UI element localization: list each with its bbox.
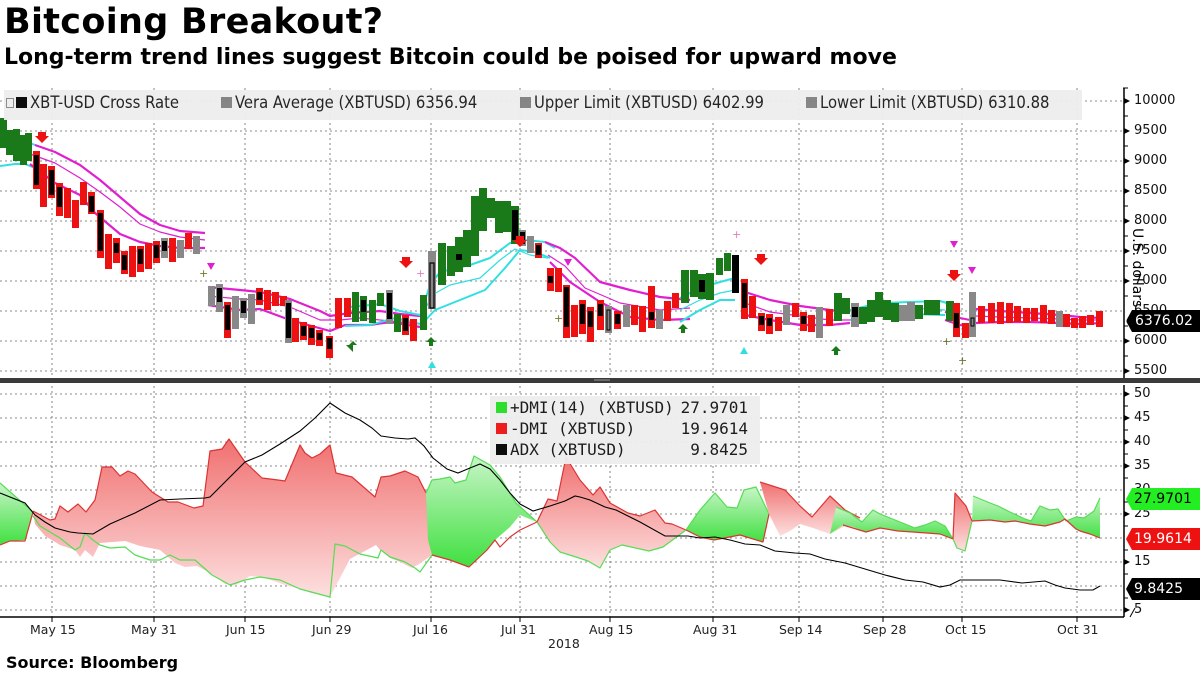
svg-text:+: + [732, 228, 741, 241]
right-axes [0, 87, 1128, 618]
svg-text:+: + [554, 312, 563, 325]
minus-dmi-tag: 19.9614 [1126, 528, 1200, 550]
svg-text:+: + [942, 335, 951, 348]
chart-subtitle: Long-term trend lines suggest Bitcoin co… [4, 45, 897, 70]
legend-item-cross-rate[interactable]: XBT-USD Cross Rate [6, 93, 179, 112]
swatch-gray-icon [806, 97, 817, 108]
dmi-area [0, 438, 1101, 598]
legend-item-vera-average[interactable]: Vera Average (XBTUSD) 6356.94 [221, 93, 477, 112]
swatch-red-icon [496, 423, 507, 434]
signal-markers: + + + + + + [35, 132, 976, 368]
adx-line [0, 402, 1101, 591]
plus-dmi-tag: 27.9701 [1126, 488, 1200, 510]
x-axis: May 15 May 31 Jun 15 Jun 29 Jul 16 Jul 3… [30, 622, 1099, 651]
svg-text:+: + [199, 267, 208, 280]
bottom-legend: +DMI(14) (XBTUSD) 27.9701 -DMI (XBTUSD) 19… [490, 396, 760, 464]
adx-tag: 9.8425 [1126, 578, 1200, 600]
svg-text:+: + [416, 267, 425, 280]
tick-arrows [1124, 98, 1130, 613]
svg-text:+: + [958, 354, 967, 367]
legend-item-lower-limit[interactable]: Lower Limit (XBTUSD) 6310.88 [806, 93, 1049, 112]
legend-item-plus-dmi[interactable]: +DMI(14) (XBTUSD) 27.9701 [496, 398, 748, 417]
price-last-tag: 6376.02 [1126, 310, 1200, 332]
swatch-black-icon [16, 97, 27, 108]
top-legend: XBT-USD Cross Rate Vera Average (XBTUSD)… [4, 90, 1082, 120]
swatch-green-icon [496, 402, 507, 413]
collapse-icon[interactable] [6, 98, 14, 108]
legend-item-adx[interactable]: ADX (XBTUSD) 9.8425 [496, 440, 748, 459]
source-note: Source: Bloomberg [6, 653, 179, 672]
x-ticks [51, 607, 1136, 622]
legend-item-upper-limit[interactable]: Upper Limit (XBTUSD) 6402.99 [520, 93, 764, 112]
swatch-gray-icon [520, 97, 531, 108]
swatch-black-icon [496, 444, 507, 455]
swatch-gray-icon [221, 97, 232, 108]
price-candles [0, 118, 1103, 358]
legend-item-minus-dmi[interactable]: -DMI (XBTUSD) 19.9614 [496, 419, 748, 438]
chart-title: Bitcoing Breakout? [4, 2, 384, 42]
